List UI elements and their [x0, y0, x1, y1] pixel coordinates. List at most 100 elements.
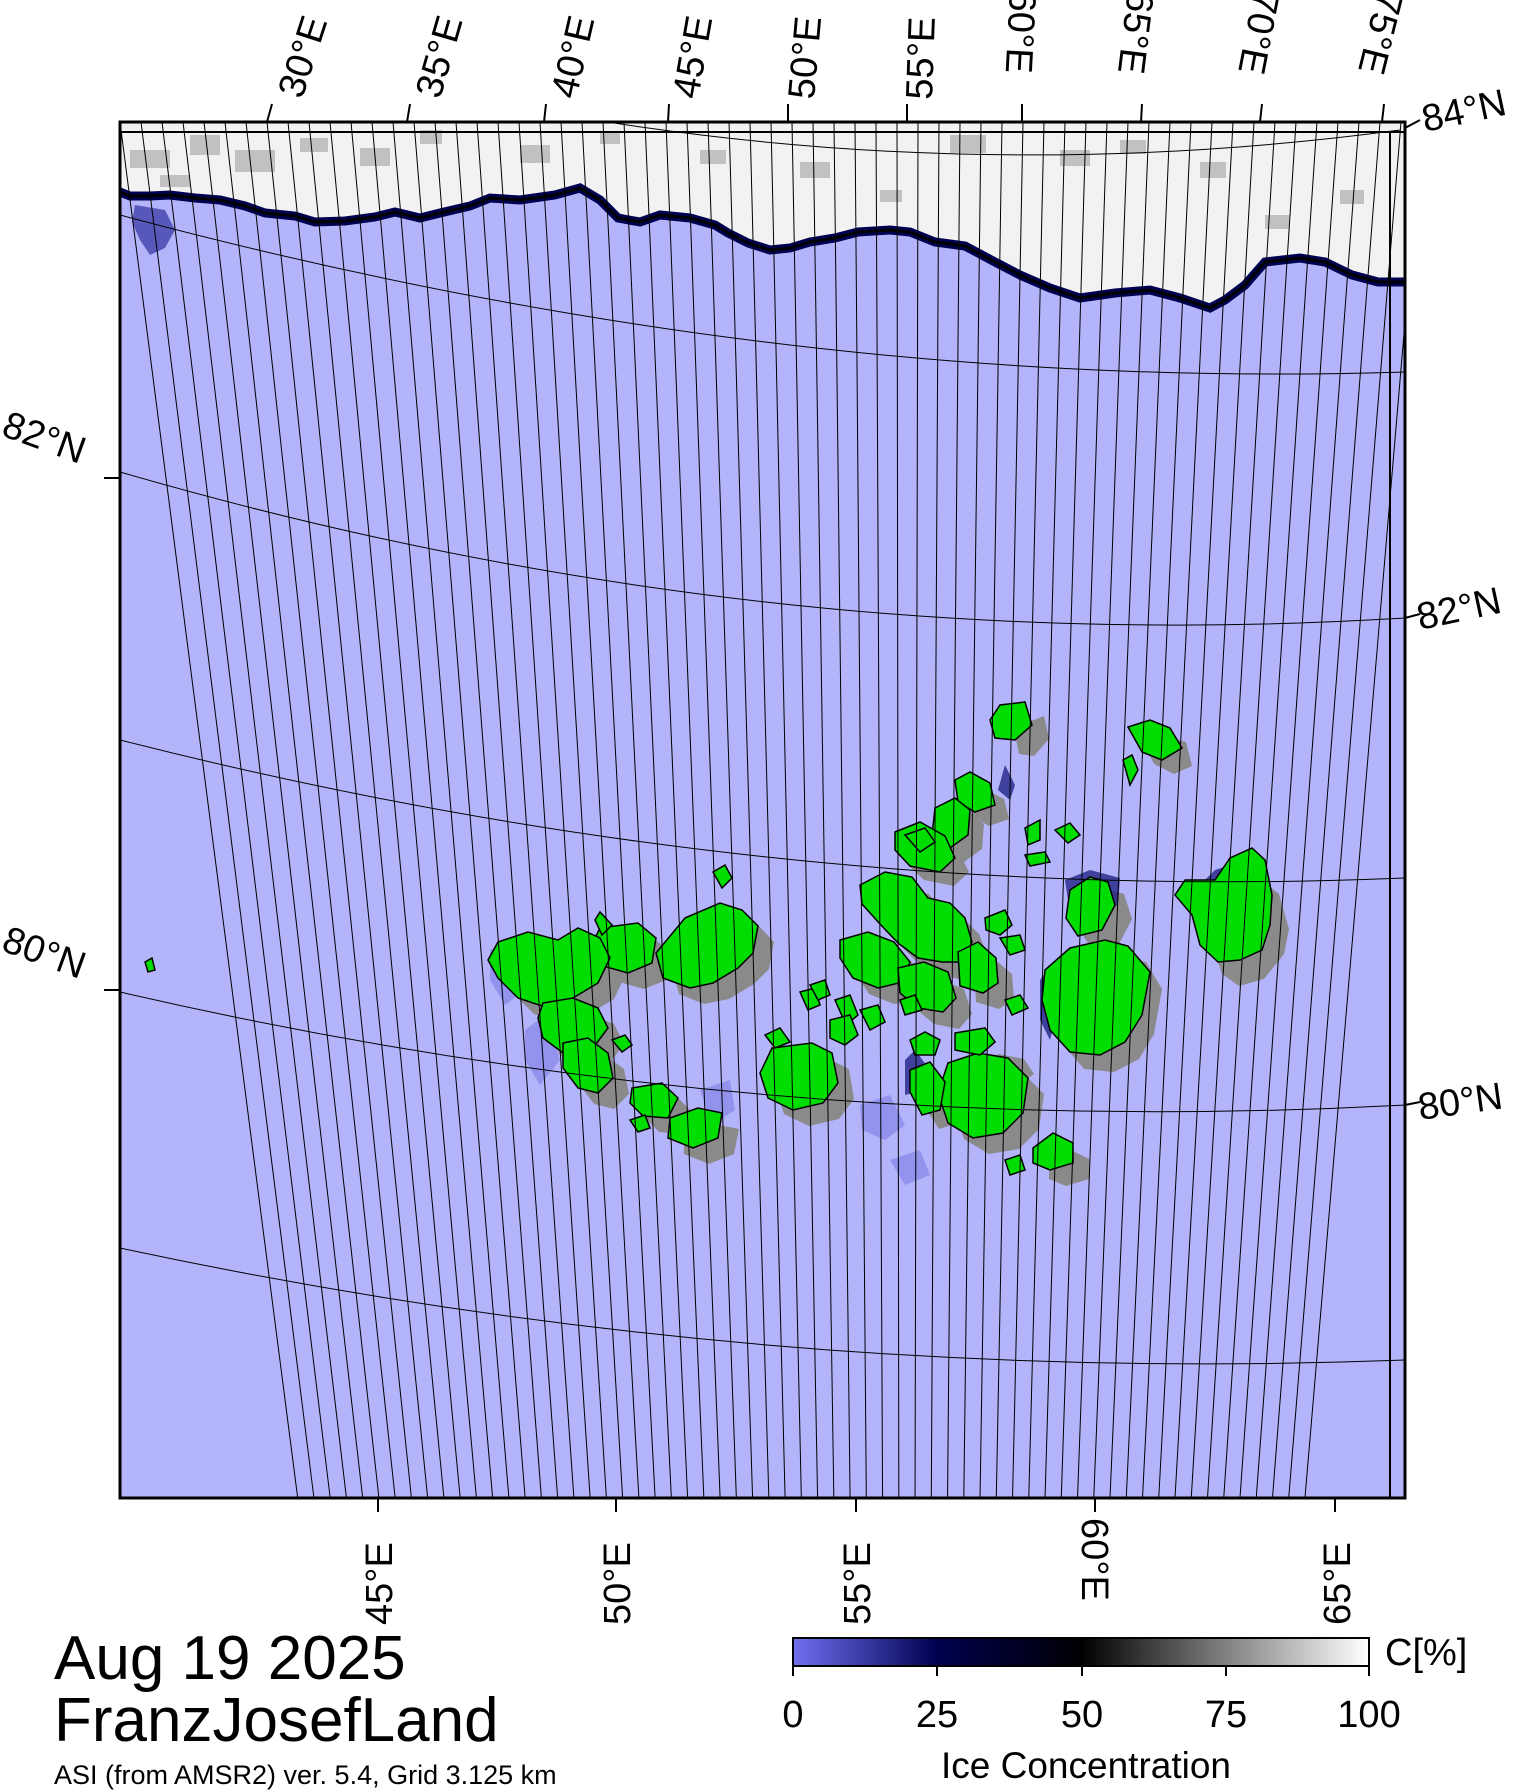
meridian-line: [707, 122, 754, 1498]
meridian-line: [224, 122, 380, 1498]
meridian-line: [371, 122, 494, 1498]
meridian-line: [1141, 122, 1213, 1498]
meridian-line: [1060, 122, 1108, 1498]
island: [808, 979, 831, 1001]
ice-concentration-colorbar: [792, 1637, 1370, 1667]
meridian-line: [1174, 122, 1255, 1498]
lon-label-bottom: 50°E: [597, 1542, 639, 1625]
meridian-line: [1028, 122, 1066, 1498]
island: [1065, 876, 1116, 937]
ice-edge-blob-west: [132, 205, 175, 255]
lon-label-top: 50°E: [781, 15, 830, 101]
meridian-line: [329, 122, 461, 1498]
island: [829, 1014, 859, 1046]
latitude-labels: 84°N 82°N 82°N 80°N 80°N: [0, 82, 1510, 1129]
island: [763, 1027, 792, 1049]
meridian-line: [1304, 315, 1405, 1498]
map-frame: [118, 120, 1407, 1500]
island: [937, 1052, 1029, 1139]
meridian-line: [1044, 122, 1087, 1498]
meridian-line: [833, 122, 851, 1498]
map-date: Aug 19 2025: [54, 1624, 406, 1693]
lon-label-top: 65°E: [1109, 0, 1161, 76]
meridian-line: [875, 122, 884, 1498]
lon-label-top: 45°E: [666, 13, 722, 102]
meridian-line: [770, 122, 802, 1498]
lat-label-left-upper: 82°N: [0, 404, 91, 473]
meridian-line: [947, 122, 961, 1498]
meridian-line: [896, 122, 900, 1498]
island: [610, 1034, 634, 1054]
meridian-line: [728, 122, 770, 1498]
colorbar-label: 25: [915, 1694, 959, 1736]
meridian-line: [1206, 122, 1297, 1498]
colorbar-label: 75: [1204, 1694, 1248, 1736]
colorbar-unit: C[%]: [1385, 1632, 1468, 1674]
island: [667, 1107, 723, 1149]
lon-label-top: 35°E: [408, 11, 471, 102]
meridian-line: [476, 122, 575, 1498]
ice-edge-line: [120, 186, 1405, 310]
island: [562, 1037, 614, 1094]
meridian-line: [350, 122, 477, 1498]
meridian-line: [1288, 122, 1402, 1498]
meridian-line: [995, 122, 1024, 1498]
meridian-line: [1255, 122, 1360, 1498]
lat-label-right-lower: 80°N: [1415, 1076, 1505, 1129]
lon-label-bottom: 55°E: [837, 1542, 879, 1625]
meridian-line: [749, 122, 786, 1498]
meridian-line: [854, 122, 867, 1498]
island: [1003, 994, 1030, 1016]
meridian-line: [161, 122, 331, 1498]
island: [629, 1082, 679, 1119]
lon-label-bottom: 45°E: [359, 1542, 401, 1625]
meridian-line: [182, 122, 347, 1498]
island: [1024, 818, 1041, 847]
island: [858, 1004, 886, 1032]
meridian-line: [287, 122, 429, 1498]
colorbar-title: Ice Concentration: [940, 1745, 1232, 1786]
lon-label-top: 75°E: [1349, 0, 1410, 78]
lat-label-top-right: 84°N: [1418, 82, 1510, 141]
meridian-line: [455, 122, 559, 1498]
meridian-line: [308, 122, 445, 1498]
meridian-line: [602, 122, 672, 1498]
meridian-line: [497, 122, 591, 1498]
island: [144, 956, 156, 973]
data-source: ASI (from AMSR2) ver. 5.4, Grid 3.125 km: [54, 1760, 557, 1790]
meridian-line: [1239, 122, 1339, 1498]
island: [909, 1031, 941, 1056]
meridian-line: [245, 122, 396, 1498]
meridian-line: [392, 122, 510, 1498]
meridian-line: [1109, 122, 1171, 1498]
axis-ticks: [104, 103, 1421, 1512]
meridian-line: [434, 122, 542, 1498]
colorbar-tick: [1368, 1667, 1370, 1676]
meridian-line: [963, 122, 982, 1498]
island: [984, 909, 1013, 936]
lon-label-top: 70°E: [1229, 0, 1286, 78]
meridian-line: [1190, 122, 1276, 1498]
colorbar-tick: [1225, 1667, 1227, 1676]
meridian-line: [413, 122, 526, 1498]
graticule-parallels: [120, 122, 1405, 1365]
colorbar-label: 50: [1060, 1694, 1104, 1736]
lon-label-top: 40°E: [544, 12, 604, 102]
island: [1126, 719, 1184, 761]
lon-label-bottom: 60°E: [1073, 1518, 1115, 1601]
lat-label-left-lower: 80°N: [0, 919, 91, 988]
meridian-line: [791, 122, 819, 1498]
meridian-line: [120, 122, 299, 1498]
meridian-line: [1077, 122, 1129, 1498]
lat-label-right-upper: 82°N: [1413, 580, 1505, 639]
meridian-line: [644, 122, 705, 1498]
meridian-line: [1223, 122, 1318, 1498]
island: [487, 927, 611, 1009]
colorbar-tick: [792, 1667, 794, 1676]
meridian-line: [266, 122, 412, 1498]
lon-label-bottom: 65°E: [1317, 1542, 1359, 1625]
meridian-line: [686, 122, 737, 1498]
top-longitude-labels: 30°E 35°E 40°E 45°E 50°E 55°E 60°E 65°E …: [271, 0, 1410, 103]
lon-label-top: 55°E: [899, 16, 944, 100]
